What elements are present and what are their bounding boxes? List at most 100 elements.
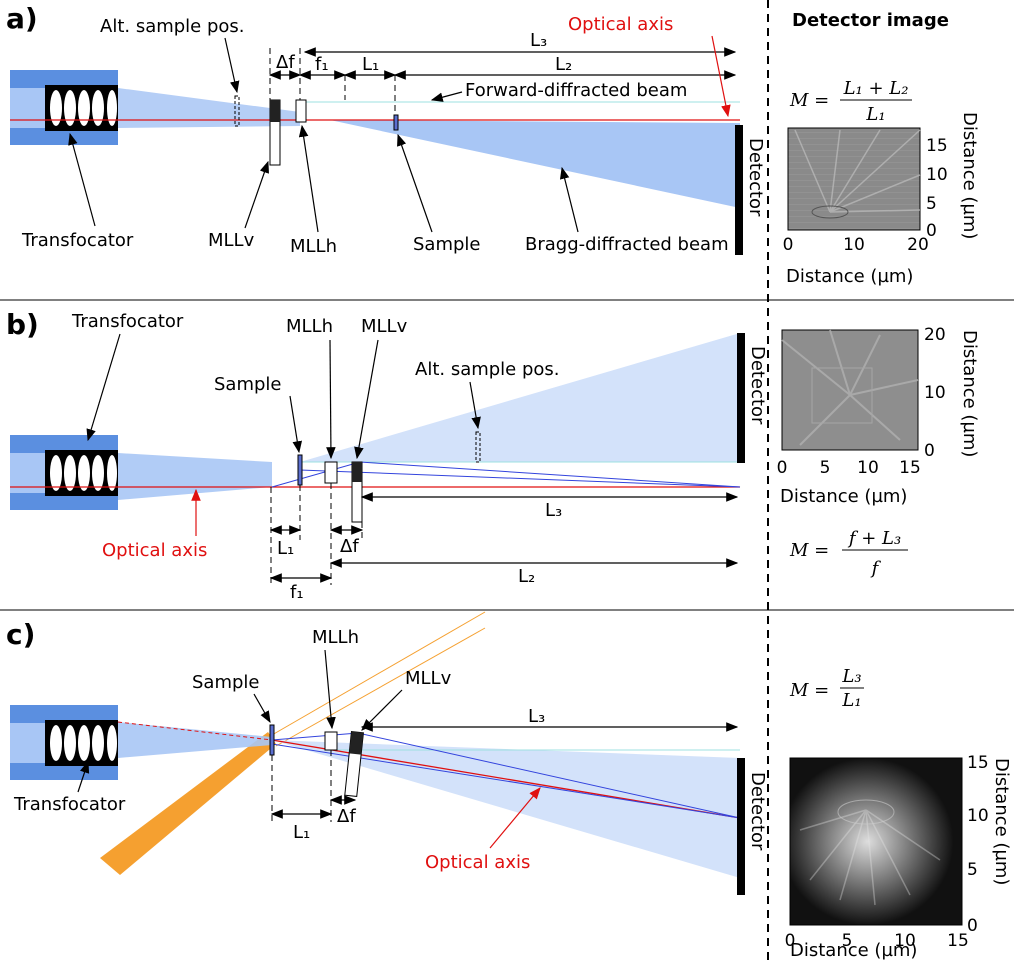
y-axis-label: Distance (µm) [959, 330, 980, 457]
x-tick-label: 15 [899, 458, 921, 478]
equation-lhs: M = [789, 90, 829, 111]
line [398, 135, 432, 232]
y-tick-label: 0 [967, 916, 978, 936]
equation-numerator: L₃ [841, 666, 861, 687]
line [276, 628, 485, 746]
figure: Detector image a) Detector Δf f₁ L₁ L₂ L… [0, 0, 1014, 962]
detector-label: Detector [745, 138, 766, 217]
shape [270, 725, 274, 755]
shape [352, 462, 362, 482]
x-axis-label: Distance (µm) [780, 486, 907, 507]
detector-image [790, 758, 962, 925]
annotation: MLLh [312, 627, 359, 648]
shape [735, 125, 743, 255]
dimension: L₃ [528, 706, 545, 727]
y-tick-label: 15 [926, 136, 948, 156]
shape [394, 115, 398, 130]
line [88, 334, 120, 440]
annotation: Alt. sample pos. [100, 16, 245, 37]
dimension: Δf [337, 806, 356, 827]
detector-label: Detector [747, 346, 768, 425]
transfocator [10, 70, 118, 145]
shape [300, 333, 740, 462]
annotation: MLLv [208, 230, 255, 251]
line [272, 462, 740, 487]
dimension: L₃ [545, 500, 562, 521]
y-tick-label: 10 [924, 383, 946, 403]
line [70, 134, 95, 226]
dimension: f₁ [315, 54, 329, 75]
dimension: L₁ [362, 54, 379, 75]
y-tick-label: 0 [924, 441, 935, 461]
x-tick-label: 0 [777, 458, 788, 478]
shape [330, 120, 740, 208]
line [562, 168, 578, 232]
shape [325, 462, 337, 483]
x-tick-label: 0 [783, 235, 794, 255]
x-tick-label: 5 [820, 458, 831, 478]
line [272, 612, 485, 735]
annotation: Optical axis [425, 852, 530, 873]
x-tick-label: 15 [947, 931, 969, 951]
dimension: Δf [340, 536, 359, 557]
annotation: MLLh [290, 236, 337, 257]
annotation: Sample [413, 234, 481, 255]
annotation: Transfocator [71, 311, 184, 332]
dimension: L₁ [277, 538, 294, 559]
annotation: Transfocator [21, 230, 134, 251]
detector-label: Detector [747, 772, 768, 851]
equation-lhs: M = [789, 680, 829, 701]
annotation: Transfocator [13, 794, 126, 815]
annotation: Bragg-diffracted beam [525, 234, 729, 255]
annotation: Optical axis [102, 540, 207, 561]
equation-lhs: M = [789, 540, 829, 561]
line [432, 92, 462, 100]
y-tick-label: 10 [926, 165, 948, 185]
panel-b: b) Detector L₁ Δf f₁ L₂ L₃ Transfocator … [6, 308, 980, 603]
line [225, 38, 237, 92]
dimension: L₂ [518, 566, 535, 587]
panel-label: a) [6, 2, 38, 35]
equation-denominator: L₁ [841, 690, 861, 711]
shape [298, 455, 302, 485]
dimension: L₁ [293, 822, 310, 843]
transfocator [10, 435, 118, 510]
y-axis-label: Distance (µm) [991, 758, 1012, 885]
panel-a: a) Detector Δf f₁ L₁ L₂ L₃ Alt. sample p… [6, 2, 980, 287]
x-axis-label: Distance (µm) [790, 940, 917, 961]
dimension: Δf [276, 52, 295, 73]
shape [737, 333, 745, 463]
line [302, 126, 318, 232]
y-tick-label: 15 [967, 753, 989, 773]
y-axis-label: Distance (µm) [959, 112, 980, 239]
y-tick-label: 5 [926, 194, 937, 214]
annotation: Alt. sample pos. [415, 359, 560, 380]
dimension: L₂ [555, 54, 572, 75]
equation-numerator: f + L₃ [847, 528, 901, 549]
x-tick-label: 10 [857, 458, 879, 478]
shape [345, 732, 364, 797]
y-tick-label: 10 [967, 806, 989, 826]
x-axis-label: Distance (µm) [786, 266, 913, 287]
annotation: MLLv [405, 668, 452, 689]
shape [737, 758, 745, 895]
transfocator [10, 705, 118, 780]
detector-title: Detector image [792, 10, 949, 31]
annotation: Optical axis [568, 14, 673, 35]
line [290, 396, 299, 452]
line [330, 340, 331, 458]
shape [325, 732, 337, 750]
y-tick-label: 5 [967, 860, 978, 880]
shape [296, 100, 306, 122]
y-tick-label: 0 [926, 221, 937, 241]
dimension: f₁ [290, 582, 304, 603]
annotation: Forward-diffracted beam [465, 80, 687, 101]
annotation: MLLh [286, 316, 333, 337]
y-tick-label: 20 [924, 325, 946, 345]
line [254, 694, 270, 722]
shape [118, 453, 272, 500]
panel-label: b) [6, 308, 39, 341]
equation-denominator: L₁ [865, 104, 885, 125]
dimension: L₃ [530, 30, 547, 51]
line [712, 36, 728, 116]
